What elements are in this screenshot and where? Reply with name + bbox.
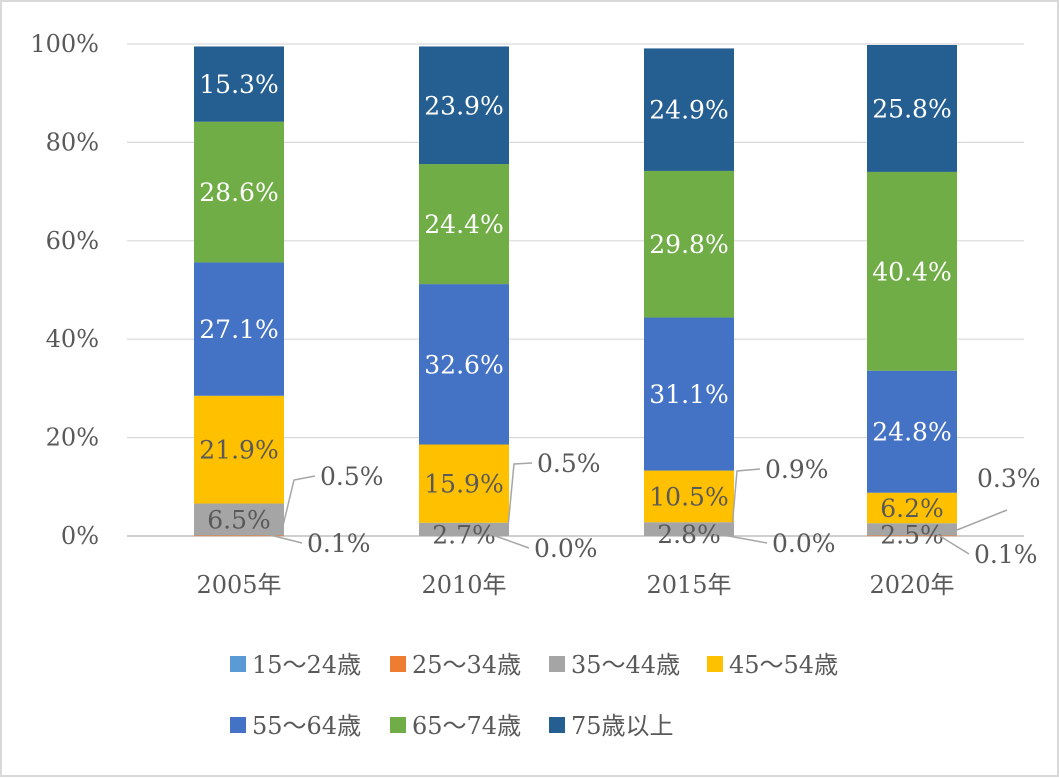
- legend-swatch: [390, 656, 406, 672]
- data-label: 24.9%: [649, 96, 728, 125]
- leader-line: [486, 532, 530, 549]
- y-tick-label: 60%: [46, 227, 99, 255]
- bar-segment: [194, 262, 284, 396]
- data-label: 23.9%: [424, 91, 503, 120]
- axes: 0% 20% 40% 60% 80% 100% 2005年 2010年 2015年 2020年: [30, 30, 954, 599]
- bar-segment: [419, 164, 509, 285]
- leader-line: [711, 532, 768, 544]
- data-label-callout: 0.5%: [537, 449, 601, 478]
- bar-segment: [644, 170, 734, 318]
- data-label: 24.8%: [872, 418, 951, 447]
- data-label: 2.5%: [880, 520, 944, 549]
- bar-segment: [419, 46, 509, 165]
- leader-line: [281, 475, 316, 531]
- data-label: 28.6%: [199, 178, 278, 207]
- bar-segment: [194, 535, 284, 537]
- legend-swatch: [230, 717, 246, 733]
- data-label-callout: 0.0%: [534, 534, 598, 563]
- bar-segment: [867, 523, 957, 536]
- legend-item: 15～24歳: [230, 651, 361, 679]
- legend-item: 65～74歳: [390, 712, 521, 740]
- data-label: 15.9%: [424, 470, 503, 499]
- legend-item: 25～34歳: [390, 651, 521, 679]
- leader-line: [934, 532, 970, 555]
- data-label: 40.4%: [872, 257, 951, 286]
- leader-line: [507, 462, 533, 528]
- y-tick-label: 80%: [46, 128, 99, 156]
- legend-swatch: [230, 656, 246, 672]
- bar-segment: [419, 284, 509, 445]
- legend-label: 45～54歳: [729, 651, 838, 679]
- data-label-callout: 0.9%: [765, 455, 829, 484]
- bar-segment: [867, 535, 957, 537]
- bar-segment: [644, 317, 734, 471]
- legend-item: 75歳以上: [549, 712, 674, 740]
- data-label-callout: 0.0%: [772, 529, 836, 558]
- bar-segment: [194, 121, 284, 263]
- x-category-label: 2010年: [421, 571, 506, 599]
- bar-segment: [194, 503, 284, 536]
- bar-segment: [419, 522, 509, 536]
- bar-segment: [867, 171, 957, 371]
- legend-label: 75歳以上: [571, 712, 674, 740]
- data-label: 27.1%: [199, 315, 278, 344]
- legend-label: 15～24歳: [252, 651, 361, 679]
- y-tick-label: 40%: [46, 325, 99, 353]
- legend-label: 65～74歳: [412, 712, 521, 740]
- legend-swatch: [390, 717, 406, 733]
- data-label: 21.9%: [199, 436, 278, 465]
- data-label: 10.5%: [649, 482, 728, 511]
- leader-line: [731, 468, 761, 529]
- bar-segment: [644, 522, 734, 536]
- data-label-callout: 0.1%: [307, 529, 371, 558]
- data-label: 32.6%: [424, 350, 503, 379]
- bar-segment: [867, 370, 957, 493]
- legend-item: 35～44歳: [549, 651, 680, 679]
- data-label: 6.2%: [880, 494, 944, 523]
- y-tick-label: 0%: [61, 522, 99, 550]
- x-category-label: 2015年: [646, 571, 731, 599]
- legend-item: 45～54歳: [707, 651, 838, 679]
- legend-item: 55～64歳: [230, 712, 361, 740]
- data-label-callout: 0.3%: [977, 464, 1041, 493]
- legend-label: 25～34歳: [412, 651, 521, 679]
- data-label: 6.5%: [207, 506, 271, 535]
- legend-label: 55～64歳: [252, 712, 361, 740]
- bar-segment: [194, 46, 284, 122]
- leader-line: [956, 509, 1008, 531]
- leader-line: [261, 532, 303, 544]
- legend-label: 35～44歳: [571, 651, 680, 679]
- bar-segment: [644, 470, 734, 523]
- data-label: 31.1%: [649, 380, 728, 409]
- bar-segment: [419, 444, 509, 523]
- data-label: 29.8%: [649, 230, 728, 259]
- x-category-label: 2020年: [869, 571, 954, 599]
- legend-swatch: [707, 656, 723, 672]
- bar-segment: [867, 492, 957, 524]
- x-category-label: 2005年: [196, 571, 281, 599]
- bars: [194, 44, 957, 537]
- y-tick-label: 100%: [30, 30, 99, 58]
- data-label: 2.8%: [657, 520, 721, 549]
- legend: 15～24歳 25～34歳 35～44歳 45～54歳 55～64歳 65～74歳 75歳以…: [230, 651, 838, 740]
- data-label-callout: 0.1%: [974, 540, 1038, 569]
- data-label-callout: 0.5%: [320, 462, 384, 491]
- bar-segment: [867, 44, 957, 172]
- data-label: 25.8%: [872, 94, 951, 123]
- data-labels: 6.5% 21.9% 27.1% 28.6% 15.3% 2.7% 15.9% 32.6% 24…: [199, 70, 1040, 569]
- data-label: 15.3%: [199, 70, 278, 99]
- bar-segment: [644, 48, 734, 171]
- data-label: 24.4%: [424, 210, 503, 239]
- data-label: 2.7%: [432, 520, 496, 549]
- bar-segment: [194, 395, 284, 504]
- legend-swatch: [549, 656, 565, 672]
- y-tick-label: 20%: [46, 424, 99, 452]
- legend-swatch: [549, 717, 565, 733]
